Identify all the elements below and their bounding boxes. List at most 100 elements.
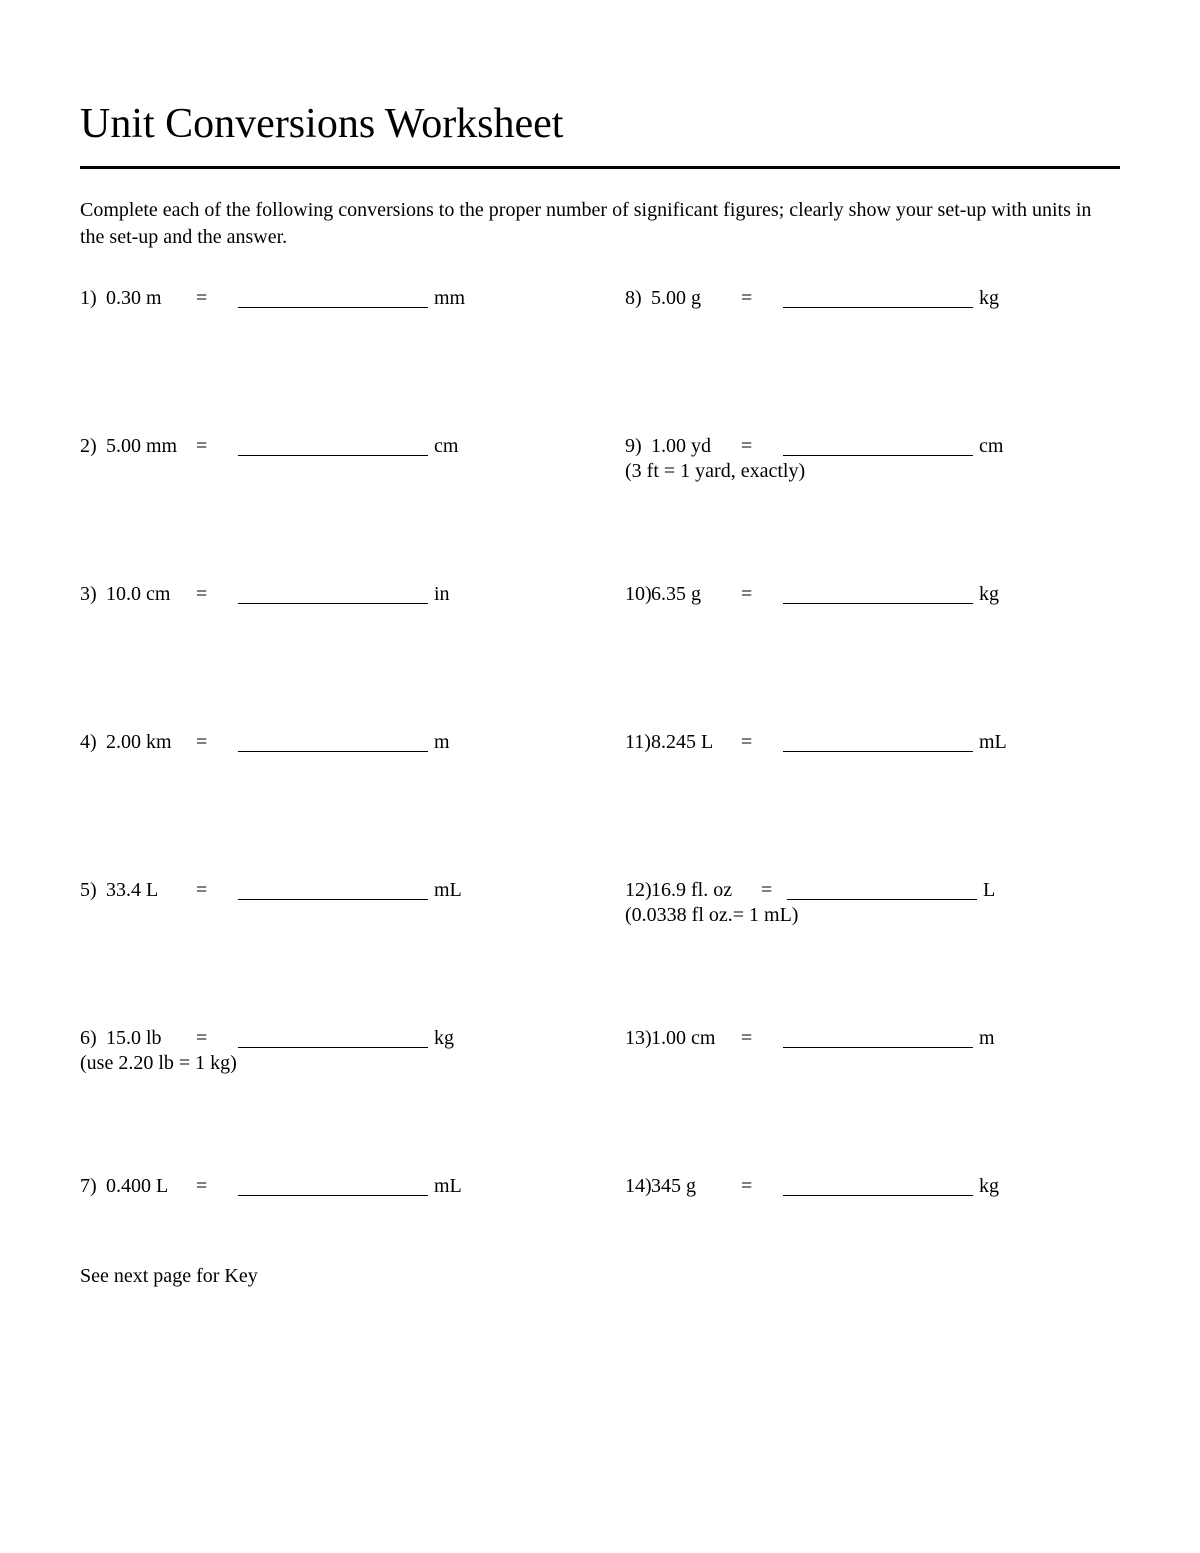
problem-number: 3) [80, 583, 106, 606]
target-unit: m [979, 1027, 1013, 1050]
equals-sign: = [196, 879, 226, 902]
problem-number: 2) [80, 435, 106, 458]
problem-10: 10) 6.35 g = kg [625, 583, 1120, 731]
footer-note: See next page for Key [80, 1265, 1120, 1288]
problem-row: 12) 16.9 fl. oz = L [625, 879, 1120, 902]
answer-blank[interactable] [238, 288, 428, 308]
problem-7: 7) 0.400 L = mL [80, 1175, 575, 1245]
problem-row: 2) 5.00 mm = cm [80, 435, 575, 458]
answer-blank[interactable] [238, 880, 428, 900]
problem-number: 7) [80, 1175, 106, 1198]
given-value: 345 g [651, 1175, 741, 1198]
answer-blank[interactable] [783, 732, 973, 752]
answer-blank[interactable] [783, 288, 973, 308]
given-value: 5.00 mm [106, 435, 196, 458]
equals-sign: = [196, 1175, 226, 1198]
equals-sign: = [741, 1027, 771, 1050]
answer-blank[interactable] [787, 880, 977, 900]
equals-sign: = [741, 435, 771, 458]
given-value: 2.00 km [106, 731, 196, 754]
equals-sign: = [741, 1175, 771, 1198]
problem-number: 5) [80, 879, 106, 902]
target-unit: kg [979, 287, 1013, 310]
problem-row: 4) 2.00 km = m [80, 731, 575, 754]
problem-row: 8) 5.00 g = kg [625, 287, 1120, 310]
target-unit: mL [434, 1175, 468, 1198]
given-value: 16.9 fl. oz [651, 879, 761, 902]
equals-sign: = [196, 435, 226, 458]
equals-sign: = [196, 731, 226, 754]
problem-12: 12) 16.9 fl. oz = L (0.0338 fl oz.= 1 mL… [625, 879, 1120, 1027]
answer-blank[interactable] [238, 1176, 428, 1196]
target-unit: mL [434, 879, 468, 902]
problem-9: 9) 1.00 yd = cm (3 ft = 1 yard, exactly) [625, 435, 1120, 583]
answer-blank[interactable] [238, 436, 428, 456]
target-unit: mm [434, 287, 468, 310]
problem-row: 3) 10.0 cm = in [80, 583, 575, 606]
problem-number: 4) [80, 731, 106, 754]
problem-number: 12) [625, 879, 651, 902]
target-unit: cm [434, 435, 468, 458]
answer-blank[interactable] [238, 1028, 428, 1048]
equals-sign: = [196, 1027, 226, 1050]
problem-row: 5) 33.4 L = mL [80, 879, 575, 902]
given-value: 33.4 L [106, 879, 196, 902]
worksheet-page: Unit Conversions Worksheet Complete each… [0, 0, 1200, 1553]
page-title: Unit Conversions Worksheet [80, 100, 1120, 148]
answer-blank[interactable] [238, 584, 428, 604]
target-unit: in [434, 583, 468, 606]
target-unit: m [434, 731, 468, 754]
problem-number: 6) [80, 1027, 106, 1050]
answer-blank[interactable] [238, 732, 428, 752]
problem-number: 9) [625, 435, 651, 458]
answer-blank[interactable] [783, 584, 973, 604]
equals-sign: = [741, 287, 771, 310]
problem-11: 11) 8.245 L = mL [625, 731, 1120, 879]
problem-note: (3 ft = 1 yard, exactly) [625, 460, 1120, 483]
problem-3: 3) 10.0 cm = in [80, 583, 575, 731]
equals-sign: = [761, 879, 775, 902]
problem-14: 14) 345 g = kg [625, 1175, 1120, 1245]
given-value: 5.00 g [651, 287, 741, 310]
target-unit: kg [979, 583, 1013, 606]
problem-number: 13) [625, 1027, 651, 1050]
given-value: 0.400 L [106, 1175, 196, 1198]
instructions-text: Complete each of the following conversio… [80, 197, 1120, 251]
problem-8: 8) 5.00 g = kg [625, 287, 1120, 435]
problem-row: 6) 15.0 lb = kg [80, 1027, 575, 1050]
target-unit: kg [434, 1027, 468, 1050]
given-value: 1.00 yd [651, 435, 741, 458]
problem-number: 8) [625, 287, 651, 310]
problem-row: 9) 1.00 yd = cm [625, 435, 1120, 458]
given-value: 6.35 g [651, 583, 741, 606]
problem-number: 1) [80, 287, 106, 310]
equals-sign: = [741, 731, 771, 754]
given-value: 10.0 cm [106, 583, 196, 606]
given-value: 1.00 cm [651, 1027, 741, 1050]
problem-note: (0.0338 fl oz.= 1 mL) [625, 904, 1120, 927]
problems-columns: 1) 0.30 m = mm 2) 5.00 mm = cm 3) [80, 287, 1120, 1245]
problem-number: 11) [625, 731, 651, 754]
problem-6: 6) 15.0 lb = kg (use 2.20 lb = 1 kg) [80, 1027, 575, 1175]
target-unit: L [983, 879, 1017, 902]
answer-blank[interactable] [783, 1028, 973, 1048]
equals-sign: = [196, 583, 226, 606]
problem-4: 4) 2.00 km = m [80, 731, 575, 879]
answer-blank[interactable] [783, 1176, 973, 1196]
problem-number: 10) [625, 583, 651, 606]
answer-blank[interactable] [783, 436, 973, 456]
problem-13: 13) 1.00 cm = m [625, 1027, 1120, 1175]
problem-5: 5) 33.4 L = mL [80, 879, 575, 1027]
given-value: 0.30 m [106, 287, 196, 310]
problem-note: (use 2.20 lb = 1 kg) [80, 1052, 575, 1075]
right-column: 8) 5.00 g = kg 9) 1.00 yd = cm (3 ft = 1… [625, 287, 1120, 1245]
problem-1: 1) 0.30 m = mm [80, 287, 575, 435]
problem-row: 7) 0.400 L = mL [80, 1175, 575, 1198]
problem-row: 14) 345 g = kg [625, 1175, 1120, 1198]
target-unit: cm [979, 435, 1013, 458]
problem-row: 13) 1.00 cm = m [625, 1027, 1120, 1050]
equals-sign: = [741, 583, 771, 606]
problem-number: 14) [625, 1175, 651, 1198]
equals-sign: = [196, 287, 226, 310]
title-rule [80, 166, 1120, 169]
